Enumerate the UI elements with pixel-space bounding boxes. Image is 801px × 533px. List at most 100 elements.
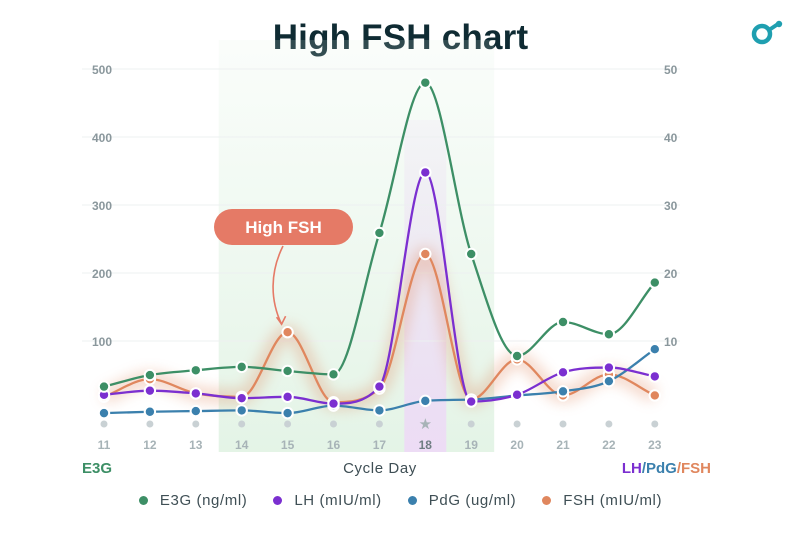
- day-marker-dot: [375, 420, 383, 428]
- data-point-lh[interactable]: [602, 361, 616, 374]
- day-marker-dot: [467, 420, 475, 428]
- data-point-lh[interactable]: [465, 395, 478, 408]
- data-point-lh[interactable]: [510, 388, 524, 401]
- x-tick-label: 19: [465, 438, 479, 452]
- right-axis-name-part: PdG: [645, 460, 677, 477]
- y-left-tick-label: 200: [92, 267, 112, 281]
- x-tick-label: 12: [143, 438, 157, 452]
- data-point-e3g[interactable]: [327, 368, 340, 381]
- day-marker-dot: [330, 420, 337, 428]
- y-right-tick-label: 40: [664, 131, 678, 145]
- data-point-e3g[interactable]: [235, 360, 248, 374]
- legend-dot-icon: [407, 496, 417, 505]
- data-point-e3g[interactable]: [189, 364, 203, 377]
- data-point-pdg[interactable]: [419, 394, 432, 408]
- y-left-tick-label: 400: [92, 131, 112, 145]
- day-marker-dot: [146, 420, 154, 428]
- data-point-e3g[interactable]: [281, 364, 294, 378]
- data-point-e3g[interactable]: [556, 315, 570, 329]
- day-marker-dot: [238, 420, 246, 428]
- day-marker-dot: [192, 420, 200, 428]
- annotation-bubble: [214, 209, 353, 245]
- data-point-e3g[interactable]: [602, 328, 616, 341]
- data-point-lh[interactable]: [373, 380, 386, 393]
- x-tick-label: 22: [602, 438, 616, 452]
- series-line-lh: [103, 171, 656, 405]
- data-point-lh[interactable]: [281, 390, 294, 403]
- right-axis-name-part: /: [676, 460, 681, 477]
- x-tick-label: 11: [98, 438, 111, 452]
- data-point-pdg[interactable]: [143, 405, 157, 418]
- data-point-e3g[interactable]: [97, 380, 111, 393]
- data-point-lh[interactable]: [327, 397, 340, 410]
- y-left-tick-label: 300: [92, 199, 112, 213]
- legend: E3G (ng/ml) LH (mIU/ml) PdG (ug/ml) FSH (mI…: [0, 492, 801, 509]
- right-axis-name-part: FSH: [681, 460, 711, 477]
- x-tick-label: 17: [373, 438, 387, 452]
- x-tick-label: 14: [235, 438, 249, 452]
- y-right-tick-label: 20: [664, 267, 678, 281]
- right-axis-name-part: LH: [621, 460, 642, 477]
- arrow-head-icon: [275, 315, 287, 326]
- data-point-pdg[interactable]: [648, 343, 661, 356]
- data-point-fsh[interactable]: [281, 326, 294, 339]
- data-point-e3g[interactable]: [648, 276, 661, 289]
- legend-label: PdG (ug/ml): [428, 492, 517, 509]
- data-point-pdg[interactable]: [97, 406, 111, 420]
- day-marker-dot: [651, 420, 659, 428]
- legend-item[interactable]: E3G (ng/ml): [138, 492, 248, 509]
- data-point-e3g[interactable]: [373, 226, 386, 240]
- data-point-lh[interactable]: [419, 166, 432, 179]
- x-tick-label: 16: [327, 438, 341, 452]
- data-point-lh[interactable]: [648, 370, 661, 383]
- data-point-fsh[interactable]: [648, 389, 661, 402]
- y-right-tick-label: 10: [664, 335, 678, 349]
- y-left-tick-label: 500: [92, 63, 112, 77]
- data-point-pdg[interactable]: [373, 404, 386, 417]
- x-axis-title: Cycle Day: [343, 460, 417, 477]
- legend-label: LH (mIU/ml): [294, 492, 382, 509]
- left-axis-name: E3G: [82, 460, 113, 477]
- data-point-pdg[interactable]: [556, 385, 570, 398]
- data-point-pdg[interactable]: [602, 374, 616, 388]
- data-point-e3g[interactable]: [419, 76, 432, 89]
- data-point-lh[interactable]: [189, 387, 203, 400]
- legend-dot-icon: [138, 496, 148, 505]
- legend-item[interactable]: LH (mIU/ml): [273, 492, 381, 509]
- data-point-e3g[interactable]: [143, 368, 157, 382]
- data-point-pdg[interactable]: [235, 404, 248, 417]
- annotation-arrow: [272, 245, 284, 325]
- data-point-fsh[interactable]: [419, 247, 432, 261]
- data-point-lh[interactable]: [556, 366, 570, 379]
- y-right-tick-label: 50: [664, 63, 678, 77]
- x-tick-label: 23: [648, 438, 662, 452]
- legend-item[interactable]: PdG (ug/ml): [407, 492, 517, 509]
- brand-logo-icon: [751, 20, 783, 45]
- legend-label: FSH (mIU/ml): [563, 492, 663, 509]
- x-tick-label: 18: [419, 438, 433, 452]
- legend-label: E3G (ng/ml): [159, 492, 248, 509]
- x-tick-label: 15: [281, 438, 295, 452]
- right-axis-name-part: /: [641, 460, 646, 477]
- day-marker-dot: [284, 420, 292, 428]
- x-tick-label: 20: [510, 438, 524, 452]
- data-point-pdg[interactable]: [189, 404, 203, 418]
- day-marker-dot: [100, 420, 108, 428]
- y-left-tick-label: 100: [92, 335, 112, 349]
- annotation-label: High FSH: [245, 218, 322, 237]
- x-tick-label: 13: [189, 438, 203, 452]
- legend-item[interactable]: FSH (mIU/ml): [542, 492, 662, 509]
- x-tick-label: 21: [556, 438, 570, 452]
- day-marker-dot: [513, 420, 521, 428]
- day-marker-dot: [605, 420, 613, 428]
- data-point-e3g[interactable]: [510, 349, 524, 363]
- day-marker-dot: [559, 420, 567, 428]
- fertile-window-band: [218, 40, 495, 452]
- data-point-lh[interactable]: [143, 384, 157, 397]
- right-axis-name: LH/PdG/FSH: [622, 460, 711, 477]
- data-point-e3g[interactable]: [465, 247, 478, 261]
- peak-star-icon: ★: [419, 415, 432, 433]
- data-point-pdg[interactable]: [281, 406, 294, 420]
- data-point-lh[interactable]: [235, 391, 248, 405]
